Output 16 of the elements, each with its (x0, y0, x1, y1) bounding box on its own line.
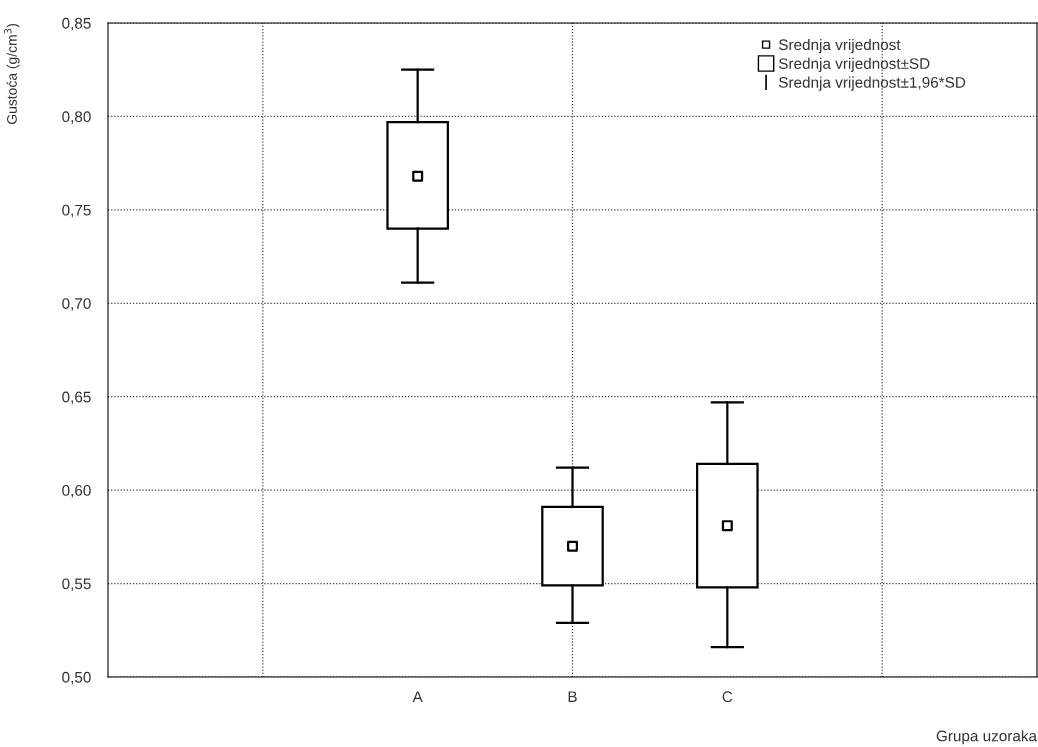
y-tick-label: 0,65 (62, 391, 91, 405)
annotation: Srednja vrijednost±1,96*SD (778, 76, 966, 91)
y-tick-label: 0,50 (62, 671, 91, 685)
y-axis-title: Gustoća (g/cm$^{3}$) (4, 23, 20, 124)
y-tick-label: 0,80 (62, 111, 91, 124)
y-tick-label: 0,85 (62, 17, 91, 31)
x-axis-title: Grupa uzoraka (936, 730, 1038, 745)
y-tick-label: 0,70 (62, 298, 91, 311)
x-tick-label: C (722, 691, 733, 703)
y-tick-label: 0,55 (62, 578, 91, 592)
y-tick-label: 0,60 (62, 485, 91, 498)
x-tick-label: A (412, 691, 423, 702)
annotation: Srednja vrijednost±SD (778, 57, 930, 72)
x-tick-label: B (568, 691, 577, 702)
annotation: Srednja vrijednost (778, 38, 901, 54)
y-tick-label: 0,75 (62, 204, 91, 218)
